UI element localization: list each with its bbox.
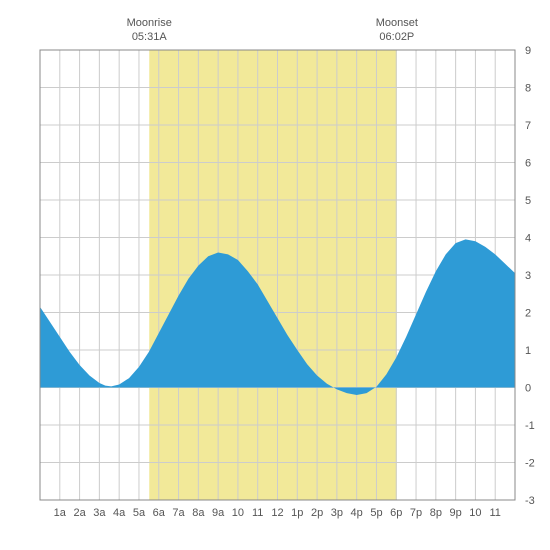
x-tick-label: 8a [192, 507, 205, 519]
x-tick-label: 7p [410, 507, 422, 519]
x-tick-label: 4p [351, 507, 363, 519]
x-tick-label: 6p [390, 507, 402, 519]
x-tick-label: 3a [93, 507, 106, 519]
x-tick-label: 1a [54, 507, 67, 519]
moonset-time: 06:02P [379, 31, 414, 43]
y-tick-label: 4 [525, 233, 531, 245]
y-tick-label: 0 [525, 383, 531, 395]
y-tick-label: -1 [525, 420, 535, 432]
y-tick-label: -2 [525, 458, 535, 470]
y-tick-label: 6 [525, 158, 531, 170]
moonset-label: Moonset [376, 17, 418, 29]
x-tick-label: 2a [73, 507, 86, 519]
x-tick-label: 9p [450, 507, 462, 519]
x-tick-label: 3p [331, 507, 343, 519]
moonrise-time: 05:31A [132, 31, 168, 43]
chart-svg: 1a2a3a4a5a6a7a8a9a1011121p2p3p4p5p6p7p8p… [10, 10, 540, 540]
y-tick-label: 3 [525, 270, 531, 282]
x-tick-label: 4a [113, 507, 126, 519]
y-tick-label: 9 [525, 45, 531, 57]
x-tick-label: 7a [172, 507, 185, 519]
x-tick-label: 9a [212, 507, 225, 519]
x-tick-label: 11 [489, 507, 500, 519]
y-tick-label: 2 [525, 308, 531, 320]
x-tick-label: 6a [153, 507, 166, 519]
y-tick-label: 7 [525, 120, 531, 132]
x-tick-label: 1p [291, 507, 303, 519]
y-tick-label: 1 [525, 345, 531, 357]
y-tick-label: 5 [525, 195, 531, 207]
moonrise-label: Moonrise [127, 17, 172, 29]
tide-moon-chart: 1a2a3a4a5a6a7a8a9a1011121p2p3p4p5p6p7p8p… [10, 10, 540, 540]
x-tick-label: 5p [370, 507, 382, 519]
x-tick-label: 5a [133, 507, 146, 519]
y-tick-label: -3 [525, 495, 535, 507]
y-tick-label: 8 [525, 83, 531, 95]
x-tick-label: 2p [311, 507, 323, 519]
x-tick-label: 10 [232, 507, 244, 519]
x-tick-label: 11 [252, 507, 263, 519]
x-tick-label: 8p [430, 507, 442, 519]
x-tick-label: 12 [271, 507, 283, 519]
x-tick-label: 10 [469, 507, 481, 519]
